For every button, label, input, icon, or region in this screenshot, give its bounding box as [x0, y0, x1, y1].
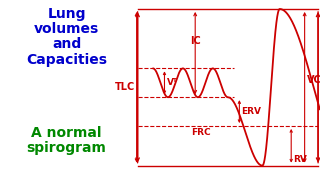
Text: FRC: FRC — [191, 128, 211, 137]
Text: TLC: TLC — [115, 82, 135, 92]
Text: VC: VC — [307, 75, 320, 85]
Text: Lung
volumes
and
Capacities: Lung volumes and Capacities — [26, 7, 107, 66]
Text: A normal
spirogram: A normal spirogram — [27, 126, 107, 155]
Text: ERV: ERV — [241, 107, 261, 116]
Text: RV: RV — [293, 155, 307, 164]
Text: Vᵀ: Vᵀ — [167, 78, 178, 87]
Text: IC: IC — [190, 36, 201, 46]
